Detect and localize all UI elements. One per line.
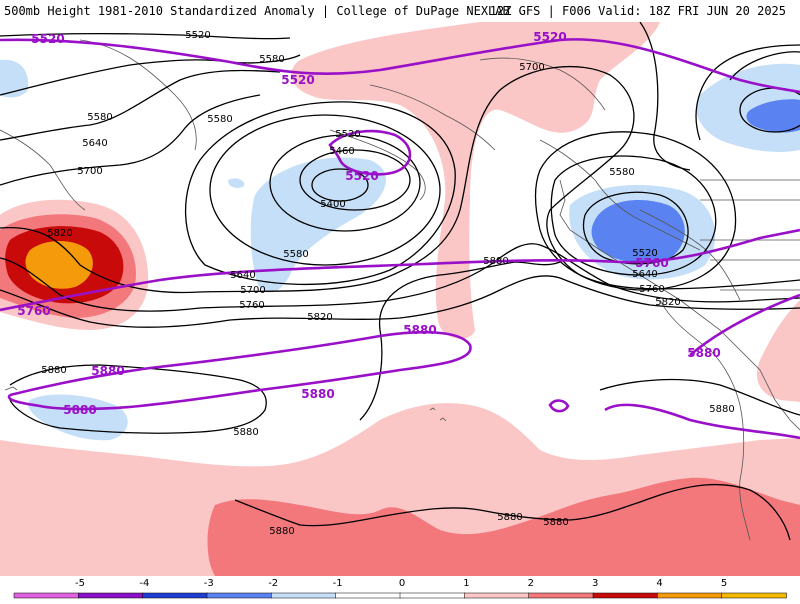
climo-label: 5880 [91, 364, 124, 378]
contour-label: 5880 [269, 526, 294, 537]
contour-label: 5880 [483, 256, 508, 267]
colorbar-tick-label: 1 [463, 578, 469, 589]
contour-label: 5820 [47, 228, 72, 239]
climo-5880 [605, 405, 800, 438]
colorbar-segment [271, 593, 336, 598]
contour-5640 [0, 70, 280, 140]
contour-label: 5520 [185, 30, 210, 41]
climo-label: 5760 [635, 256, 668, 270]
colorbar-segment [529, 593, 594, 598]
colorbar-tick-label: 4 [656, 578, 662, 589]
contour-label: 5640 [82, 138, 107, 149]
map-title: 500mb Height 1981-2010 Standardized Anom… [4, 0, 510, 22]
colorbar-tick-label: 3 [592, 578, 598, 589]
colorbar-tick-label: 5 [721, 578, 727, 589]
colorbar-segment [657, 593, 722, 598]
contour-5580 [0, 55, 300, 95]
colorbar-tick-label: -2 [268, 578, 278, 589]
contour-label: 5640 [230, 270, 255, 281]
contour-label: 5580 [259, 54, 284, 65]
contour-label: 5400 [320, 199, 345, 210]
contour-label: 5700 [519, 62, 544, 73]
contour-label: 5580 [87, 112, 112, 123]
climo-label: 5520 [533, 30, 566, 44]
model-valid-time: 12Z GFS | F006 Valid: 18Z FRI JUN 20 202… [490, 0, 786, 22]
contour-label: 5880 [233, 427, 258, 438]
climo-label: 5520 [345, 169, 378, 183]
colorbar-tick-label: 2 [528, 578, 534, 589]
climo-label: 5760 [17, 304, 50, 318]
contour-label: 5700 [77, 166, 102, 177]
colorbar-tick-label: -3 [204, 578, 214, 589]
contour-label: 5820 [307, 312, 332, 323]
colorbar-segment [722, 593, 787, 598]
contour-label: 5880 [709, 404, 734, 415]
pos-anomaly-1 [757, 300, 800, 402]
colorbar-segment [207, 593, 272, 598]
contour-label: 5760 [239, 300, 264, 311]
climo-label: 5880 [687, 346, 720, 360]
colorbar-tick-label: -5 [75, 578, 85, 589]
neg-anomaly-1 [228, 178, 244, 188]
contour-label: 5700 [240, 285, 265, 296]
climo-label: 5880 [403, 323, 436, 337]
climo-label: 5520 [31, 32, 64, 46]
contour-label: 5820 [655, 297, 680, 308]
colorbar-segment [464, 593, 529, 598]
map-header: 500mb Height 1981-2010 Standardized Anom… [0, 0, 800, 22]
colorbar-segment [143, 593, 208, 598]
colorbar-tick-label: 0 [399, 578, 405, 589]
climo-label: 5520 [281, 73, 314, 87]
contour-label: 5760 [639, 284, 664, 295]
colorbar-graphic: -5 -4 -3 -2 -1 0 1 2 3 4 5 [0, 576, 800, 600]
colorbar-segment [14, 593, 79, 598]
contour-label: 5580 [283, 249, 308, 260]
colorbar-tick-label: -4 [139, 578, 149, 589]
contour-label: 5880 [41, 365, 66, 376]
anomaly-map: 5520 5580 5640 5700 5580 5580 5520 5460 … [0, 22, 800, 576]
colorbar: -5 -4 -3 -2 -1 0 1 2 3 4 5 [0, 576, 800, 600]
colorbar-segment [336, 593, 401, 598]
climo-label: 5880 [63, 403, 96, 417]
colorbar-tick-label: -1 [333, 578, 343, 589]
contour-label: 5880 [543, 517, 568, 528]
colorbar-segment [400, 593, 465, 598]
contour-label: 5640 [632, 269, 657, 280]
contour-label: 5520 [335, 129, 360, 140]
contour-5640 [640, 22, 690, 170]
contour-label: 5880 [497, 512, 522, 523]
colorbar-segment [78, 593, 143, 598]
contour-label: 5580 [609, 167, 634, 178]
contour-label: 5580 [207, 114, 232, 125]
climo-5880 [550, 401, 568, 412]
climo-label: 5880 [301, 387, 334, 401]
contour-label: 5460 [329, 146, 354, 157]
colorbar-segment [593, 593, 658, 598]
neg-anomaly-1 [28, 395, 128, 441]
